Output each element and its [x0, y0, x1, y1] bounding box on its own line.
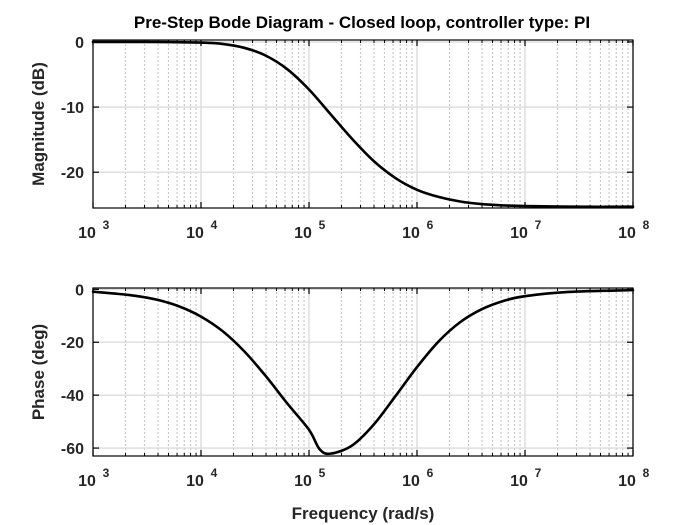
phase-curve [91, 288, 635, 456]
x-tick-exponent: 5 [319, 466, 326, 480]
x-axis-label: Frequency (rad/s) [292, 504, 435, 523]
x-tick-label: 10 [78, 225, 96, 242]
x-tick-exponent: 7 [535, 218, 542, 232]
phase-axes-box [92, 287, 634, 457]
x-tick-exponent: 3 [103, 218, 110, 232]
chart-title: Pre-Step Bode Diagram - Closed loop, con… [134, 13, 590, 32]
y-tick-label: -10 [61, 100, 84, 117]
phase-grid [92, 288, 634, 456]
y-tick-label: 0 [75, 35, 84, 52]
x-tick-exponent: 6 [427, 218, 434, 232]
phase-ticks [92, 288, 634, 456]
magnitude-plot-area [93, 40, 633, 208]
magnitude-y-axis-label: Magnitude (dB) [29, 62, 48, 186]
phase-y-tick-labels: 0 -20 -40 -60 [61, 282, 84, 458]
phase-x-tick-labels: 10 3 10 4 10 5 10 6 10 7 10 8 [78, 466, 650, 490]
phase-plot-area [93, 288, 633, 456]
x-tick-exponent: 3 [103, 466, 110, 480]
x-tick-label: 10 [618, 225, 636, 242]
x-tick-exponent: 4 [211, 218, 218, 232]
magnitude-panel: 10 3 10 4 10 5 10 6 10 7 10 8 0 -10 -20 Magnitude (dB… [29, 35, 650, 242]
x-tick-exponent: 8 [643, 218, 650, 232]
x-tick-label: 10 [294, 473, 312, 490]
y-tick-label: -20 [61, 165, 84, 182]
x-tick-label: 10 [294, 225, 312, 242]
x-tick-label: 10 [186, 225, 204, 242]
magnitude-y-tick-labels: 0 -10 -20 [61, 35, 84, 182]
x-tick-label: 10 [510, 473, 528, 490]
phase-panel: 10 3 10 4 10 5 10 6 10 7 10 8 0 -20 -40 -60 Phase (deg… [29, 282, 650, 523]
x-tick-exponent: 4 [211, 466, 218, 480]
y-tick-label: 0 [75, 282, 84, 299]
x-tick-label: 10 [402, 473, 420, 490]
x-tick-label: 10 [510, 225, 528, 242]
x-tick-exponent: 6 [427, 466, 434, 480]
phase-y-axis-label: Phase (deg) [29, 324, 48, 420]
magnitude-x-tick-labels: 10 3 10 4 10 5 10 6 10 7 10 8 [78, 218, 650, 242]
y-tick-label: -40 [61, 388, 84, 405]
x-tick-exponent: 7 [535, 466, 542, 480]
x-tick-exponent: 5 [319, 218, 326, 232]
x-tick-label: 10 [402, 225, 420, 242]
magnitude-curve [91, 40, 635, 209]
y-tick-label: -20 [61, 335, 84, 352]
y-tick-label: -60 [61, 441, 84, 458]
x-tick-label: 10 [618, 473, 636, 490]
x-tick-exponent: 8 [643, 466, 650, 480]
magnitude-axes-box [92, 39, 634, 209]
magnitude-ticks [92, 40, 634, 208]
x-tick-label: 10 [186, 473, 204, 490]
x-tick-label: 10 [78, 473, 96, 490]
